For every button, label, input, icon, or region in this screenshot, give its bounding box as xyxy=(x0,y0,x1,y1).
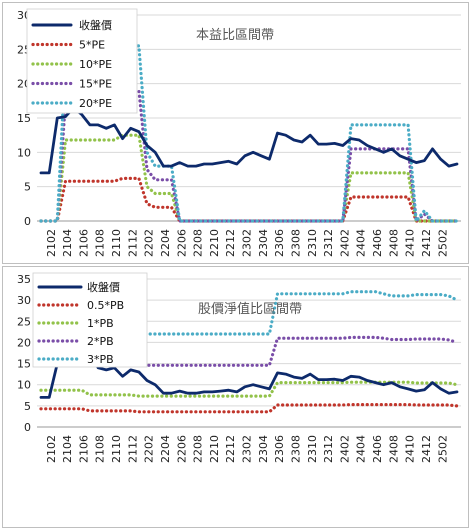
x-tick-label: 2402 xyxy=(338,229,351,257)
x-tick-label: 2304 xyxy=(257,229,270,257)
x-tick-label: 2310 xyxy=(306,229,319,257)
pb-band-chart-panel: 0 5 10 15 20 25 30 35 2102 2104 2106 2108 2110 2112 22… xyxy=(2,266,469,528)
x-tick-label: 2306 xyxy=(273,229,286,257)
x-tick-label: 2102 xyxy=(45,435,58,463)
x-tick-label: 2206 xyxy=(175,229,188,257)
x-tick-label: 2404 xyxy=(355,435,368,463)
y-tick-label: 35 xyxy=(17,273,31,286)
series-line-1 xyxy=(39,403,459,414)
x-tick-label: 2302 xyxy=(241,229,254,257)
y-tick-label: 15 xyxy=(17,358,31,371)
x-tick-label: 2110 xyxy=(110,229,123,257)
x-tick-label: 2410 xyxy=(404,435,417,463)
pb-band-chart: 0 5 10 15 20 25 30 35 2102 2104 2106 2108 2110 2112 22… xyxy=(3,267,468,527)
x-tick-label: 2112 xyxy=(126,435,139,463)
legend-box xyxy=(32,272,148,368)
legend-label: 0.5*PB xyxy=(87,299,124,312)
x-tick-label: 2308 xyxy=(289,229,302,257)
x-tick-label: 2104 xyxy=(61,229,74,257)
x-tick-label: 2206 xyxy=(175,435,188,463)
x-tick-label: 2412 xyxy=(420,435,433,463)
x-tick-label: 2210 xyxy=(208,229,221,257)
legend-label: 2*PB xyxy=(87,335,114,348)
x-tick-label: 2208 xyxy=(192,435,205,463)
x-tick-label: 2208 xyxy=(192,229,205,257)
y-tick-label: 0 xyxy=(24,215,31,228)
series-line-3 xyxy=(39,88,459,223)
legend-label: 5*PE xyxy=(79,39,105,52)
chart-title: 本益比區間帶 xyxy=(196,28,274,43)
series-line-4 xyxy=(39,290,459,336)
y-tick-label: 5 xyxy=(24,181,31,194)
y-tick-label: 30 xyxy=(17,294,31,307)
x-tick-label: 2502 xyxy=(436,435,449,463)
x-tick-label: 2108 xyxy=(94,435,107,463)
y-tick-label: 10 xyxy=(17,146,31,159)
x-tick-label: 2302 xyxy=(241,435,254,463)
x-tick-label: 2110 xyxy=(110,435,123,463)
x-tick-label: 2402 xyxy=(338,435,351,463)
series-line-close xyxy=(39,307,459,399)
series-line-2 xyxy=(39,380,459,398)
x-tick-label: 2502 xyxy=(436,229,449,257)
legend-label: 3*PB xyxy=(87,353,114,366)
legend-label: 15*PE xyxy=(79,78,112,91)
x-tick-label: 2202 xyxy=(143,229,156,257)
x-tick-label: 2104 xyxy=(61,435,74,463)
x-tick-label: 2106 xyxy=(77,435,90,463)
x-tick-label: 2212 xyxy=(224,229,237,257)
x-tick-label: 2306 xyxy=(273,435,286,463)
x-tick-label: 2312 xyxy=(322,435,335,463)
x-tick-label: 2204 xyxy=(159,435,172,463)
x-tick-label: 2312 xyxy=(322,229,335,257)
y-tick-label: 5 xyxy=(24,400,31,413)
x-tick-label: 2108 xyxy=(94,229,107,257)
y-tick-label: 10 xyxy=(17,379,31,392)
x-tick-label: 2102 xyxy=(45,229,58,257)
x-tick-label: 2408 xyxy=(387,435,400,463)
series-line-close xyxy=(39,106,459,175)
legend-label: 收盤價 xyxy=(79,18,112,32)
x-tick-label: 2112 xyxy=(126,229,139,257)
x-tick-label: 2406 xyxy=(371,435,384,463)
series-line-4 xyxy=(39,44,459,223)
x-tick-label: 2412 xyxy=(420,229,433,257)
x-tick-label: 2404 xyxy=(355,229,368,257)
x-tick-label: 2406 xyxy=(371,229,384,257)
y-tick-label: 25 xyxy=(17,315,31,328)
legend-label: 10*PE xyxy=(79,58,112,71)
x-tick-label: 2212 xyxy=(224,435,237,463)
y-tick-label: 15 xyxy=(17,112,31,125)
x-tick-label: 2410 xyxy=(404,229,417,257)
legend-label: 20*PE xyxy=(79,97,112,110)
x-tick-label: 2106 xyxy=(77,229,90,257)
x-tick-label: 2310 xyxy=(306,435,319,463)
x-tick-label: 2210 xyxy=(208,435,221,463)
x-tick-label: 2308 xyxy=(289,435,302,463)
x-tick-label: 2304 xyxy=(257,435,270,463)
x-tick-label: 2202 xyxy=(143,435,156,463)
x-tick-label: 2408 xyxy=(387,229,400,257)
x-tick-label: 2204 xyxy=(159,229,172,257)
legend-label: 1*PB xyxy=(87,317,114,330)
legend-label: 收盤價 xyxy=(87,280,120,294)
chart-title: 股價淨值比區間帶 xyxy=(198,301,302,317)
y-tick-label: 20 xyxy=(17,336,31,349)
pe-band-chart-panel: 0 5 10 15 20 25 30 2102 2104 2106 2108 2110 2112 2202… xyxy=(2,2,469,264)
y-tick-label: 0 xyxy=(24,421,31,434)
